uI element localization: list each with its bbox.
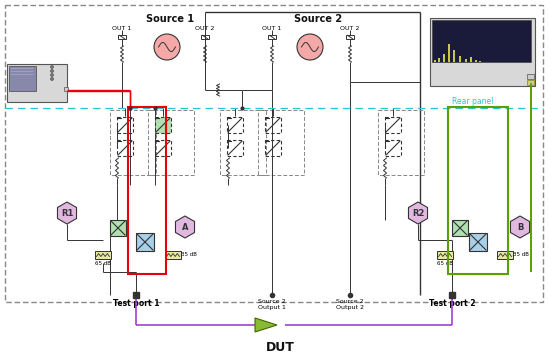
Polygon shape: [255, 318, 277, 332]
Bar: [448, 107, 508, 274]
Bar: [7, 64, 67, 102]
Text: 65 dB: 65 dB: [437, 261, 453, 266]
Text: OUT 2: OUT 2: [195, 26, 215, 31]
Bar: [64, 87, 68, 91]
Text: Source 2: Source 2: [294, 14, 342, 24]
Bar: [268, 35, 276, 39]
Circle shape: [51, 69, 53, 73]
Bar: [437, 251, 453, 259]
Text: DUT: DUT: [266, 341, 294, 354]
Text: Rear panel: Rear panel: [452, 97, 493, 106]
Bar: [346, 35, 354, 39]
Bar: [117, 117, 133, 133]
Bar: [227, 117, 243, 133]
Text: Test port 1: Test port 1: [113, 299, 160, 308]
Polygon shape: [409, 202, 427, 224]
Text: 35 dB: 35 dB: [181, 253, 197, 257]
Bar: [497, 251, 513, 259]
Bar: [527, 74, 534, 79]
Text: B: B: [517, 223, 523, 232]
Bar: [385, 117, 401, 133]
Bar: [148, 110, 194, 175]
Circle shape: [154, 34, 180, 60]
Text: 65 dB: 65 dB: [95, 261, 111, 266]
Bar: [165, 251, 181, 259]
Bar: [110, 110, 156, 175]
Bar: [385, 140, 401, 156]
Bar: [110, 220, 126, 236]
Polygon shape: [57, 202, 76, 224]
Bar: [220, 110, 266, 175]
Bar: [258, 110, 304, 175]
Bar: [201, 35, 209, 39]
Bar: [155, 117, 171, 133]
Bar: [452, 220, 468, 236]
Bar: [378, 110, 424, 175]
Circle shape: [297, 34, 323, 60]
Bar: [155, 140, 171, 156]
Text: OUT 1: OUT 1: [112, 26, 131, 31]
Bar: [118, 35, 126, 39]
Polygon shape: [510, 216, 530, 238]
Bar: [117, 140, 133, 156]
Text: 35 dB: 35 dB: [513, 253, 529, 257]
Bar: [5, 5, 543, 302]
Bar: [265, 117, 281, 133]
Bar: [128, 107, 166, 274]
Text: Source 1: Source 1: [146, 14, 194, 24]
Text: Source 2
Output 1: Source 2 Output 1: [258, 299, 286, 310]
Bar: [227, 140, 243, 156]
Text: Test port 2: Test port 2: [429, 299, 475, 308]
Text: R1: R1: [61, 208, 73, 217]
Bar: [469, 233, 487, 251]
Text: Source 2
Output 2: Source 2 Output 2: [336, 299, 364, 310]
Bar: [430, 18, 535, 86]
Text: OUT 2: OUT 2: [340, 26, 360, 31]
Polygon shape: [175, 216, 195, 238]
Circle shape: [51, 73, 53, 77]
Text: R2: R2: [412, 208, 424, 217]
Bar: [95, 251, 111, 259]
Bar: [136, 233, 154, 251]
Circle shape: [51, 77, 53, 81]
Text: OUT 1: OUT 1: [262, 26, 282, 31]
Bar: [527, 80, 534, 85]
Text: A: A: [182, 223, 188, 232]
Bar: [265, 140, 281, 156]
Bar: [432, 20, 531, 62]
Bar: [9, 66, 36, 91]
Circle shape: [51, 65, 53, 69]
